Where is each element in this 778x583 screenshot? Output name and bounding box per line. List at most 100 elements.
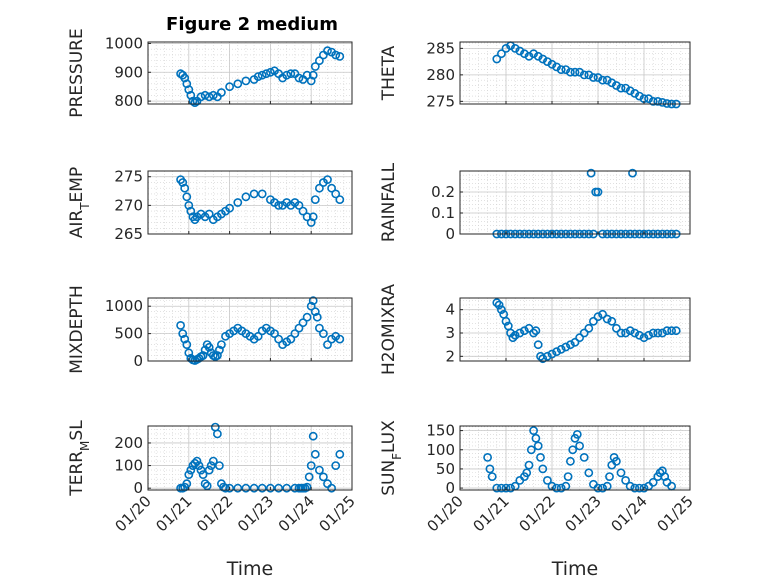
data-point xyxy=(510,44,520,53)
data-point xyxy=(612,456,621,466)
data-point xyxy=(658,98,667,107)
data-point xyxy=(566,456,575,466)
plot-area xyxy=(148,42,352,104)
data-point xyxy=(323,340,332,349)
xtick-label: 01/25 xyxy=(316,492,359,535)
data-point xyxy=(658,328,667,338)
panel-1: 800 900 1000 PRESSURE xyxy=(67,28,353,118)
ytick-label: 0 xyxy=(445,225,455,243)
data-point xyxy=(216,88,226,97)
data-point xyxy=(593,312,603,322)
data-point xyxy=(522,468,532,478)
axes-box xyxy=(459,41,691,105)
data-point xyxy=(265,67,275,77)
data-point xyxy=(584,468,594,478)
xtick-label: 01/22 xyxy=(516,492,559,535)
data-point xyxy=(184,200,194,210)
xtick-label: 01/24 xyxy=(275,492,318,535)
data-point xyxy=(639,333,649,343)
data-point xyxy=(538,54,548,64)
data-point xyxy=(494,300,504,310)
panel-6: 2 3 4 H2OMIXRA xyxy=(379,284,691,375)
data-point xyxy=(536,452,545,462)
data-point xyxy=(579,328,589,338)
data-point xyxy=(520,326,529,336)
data-point xyxy=(561,342,571,352)
data-point xyxy=(310,62,320,71)
data-point xyxy=(531,433,541,443)
data-point xyxy=(314,323,324,333)
panel-7: 0 100 200 TERRMSL 01/2001/2101/2201/2301/240… xyxy=(67,420,359,580)
data-point xyxy=(508,333,518,343)
xtick-label: 01/20 xyxy=(424,492,467,535)
data-point xyxy=(579,70,589,80)
data-point xyxy=(552,347,561,357)
data-point xyxy=(314,183,324,193)
data-point xyxy=(310,195,320,204)
data-point xyxy=(186,465,196,475)
data-point xyxy=(261,69,271,79)
data-point xyxy=(225,483,234,493)
data-point xyxy=(180,334,190,344)
data-point xyxy=(598,309,607,319)
data-point xyxy=(274,200,283,210)
data-point xyxy=(257,483,267,493)
data-point xyxy=(318,329,328,338)
xlabel: Time xyxy=(551,558,599,580)
data-point xyxy=(233,483,243,493)
data-point xyxy=(335,449,345,459)
data-point xyxy=(233,198,243,207)
ytick-label: 150 xyxy=(426,422,455,440)
data-point xyxy=(644,330,653,340)
data-point xyxy=(286,69,296,79)
axes-box xyxy=(459,297,691,362)
data-point xyxy=(196,92,206,102)
data-point xyxy=(531,326,541,336)
data-point xyxy=(556,344,566,354)
data-point xyxy=(308,70,318,80)
data-point xyxy=(241,192,251,202)
data-point xyxy=(616,468,626,478)
data-point xyxy=(225,82,234,92)
data-point xyxy=(598,75,607,85)
data-point xyxy=(200,90,210,100)
data-point xyxy=(492,298,502,308)
data-point xyxy=(593,187,603,197)
data-point xyxy=(331,189,341,199)
data-point xyxy=(318,472,328,482)
data-point xyxy=(524,460,534,470)
data-point xyxy=(605,472,614,481)
data-point xyxy=(257,70,267,80)
data-point xyxy=(547,349,557,359)
ytick-label: 0 xyxy=(133,352,143,370)
xtick-label: 01/22 xyxy=(193,492,236,535)
data-point xyxy=(621,328,630,338)
data-point xyxy=(274,334,283,344)
ytick-label: 2 xyxy=(445,347,455,365)
data-point xyxy=(492,483,502,493)
data-point xyxy=(589,73,598,82)
xtick-label: 01/25 xyxy=(654,492,697,535)
data-point xyxy=(575,441,584,451)
data-point xyxy=(241,76,251,86)
data-point xyxy=(483,452,492,462)
data-point xyxy=(568,445,578,455)
ytick-label: 200 xyxy=(114,434,143,452)
data-point xyxy=(194,461,204,470)
plot-area xyxy=(460,171,690,234)
data-point xyxy=(298,206,308,216)
data-point xyxy=(196,465,206,475)
ylabel-2: THETA xyxy=(379,45,399,101)
data-point xyxy=(290,483,300,493)
data-point xyxy=(308,212,318,222)
data-point xyxy=(529,328,538,338)
data-point xyxy=(310,449,320,459)
data-point xyxy=(593,483,603,493)
data-point xyxy=(327,483,336,493)
data-point xyxy=(630,483,640,493)
data-point xyxy=(584,70,594,80)
data-point xyxy=(206,461,216,470)
data-point xyxy=(639,483,649,493)
data-point xyxy=(249,483,259,493)
